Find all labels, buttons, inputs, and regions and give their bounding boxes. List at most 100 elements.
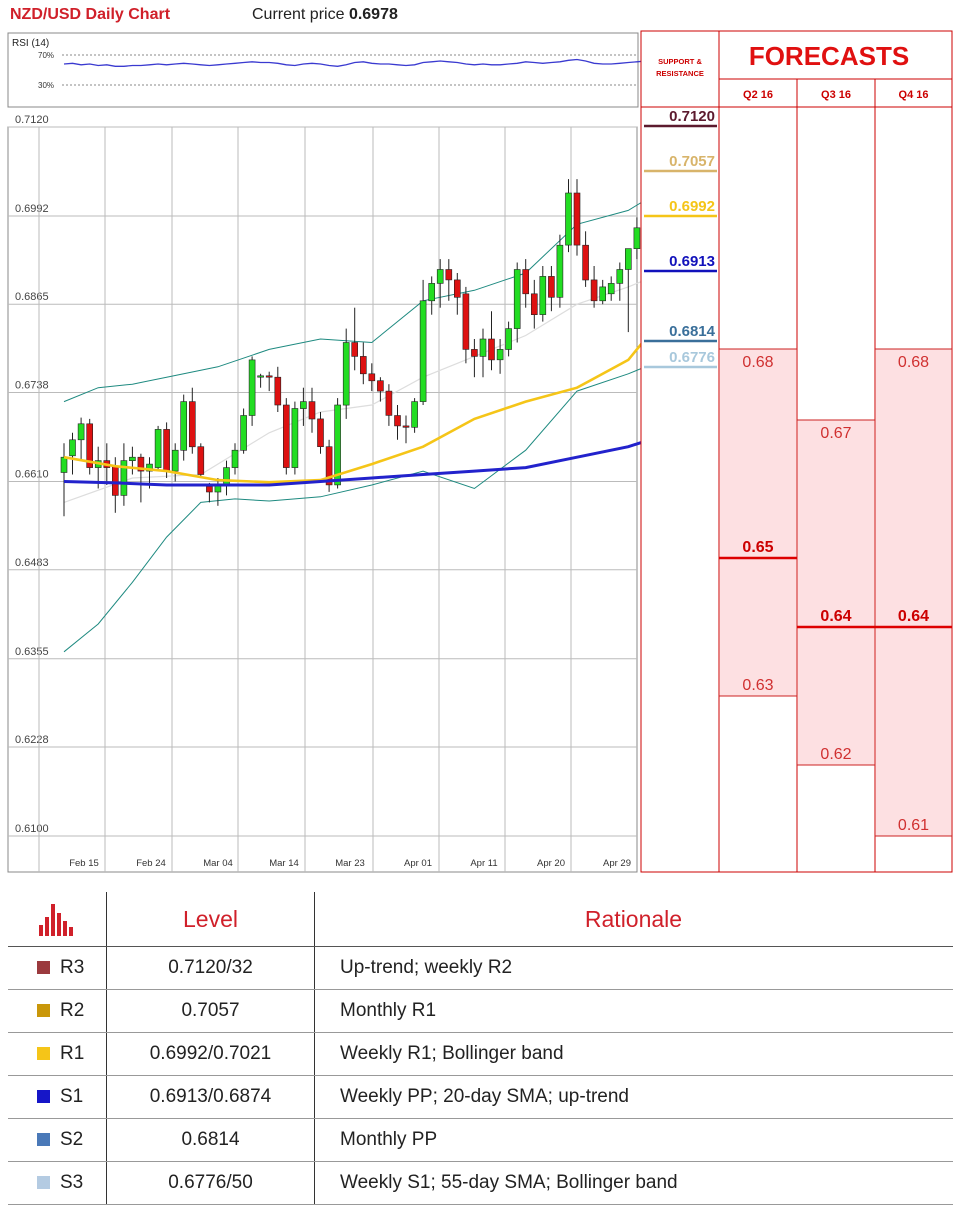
x-tick-label: Apr 11 [470, 858, 497, 869]
candle-up [257, 375, 264, 378]
candle-down [197, 446, 205, 475]
level-name-cell: S3 [8, 1161, 107, 1205]
candle-down [530, 293, 538, 315]
levels-table-body: R3 0.7120/32 Up-trend; weekly R2 R2 0.7057 Mo… [8, 946, 953, 1205]
level-color-swatch [37, 961, 50, 974]
level-name: S3 [60, 1172, 84, 1193]
level-name-cell: R2 [8, 989, 107, 1033]
sr-level-label: 0.6814 [669, 323, 716, 340]
rsi-30-label: 30% [38, 81, 54, 90]
y-tick-label: 0.6865 [15, 291, 49, 303]
level-name-cell: R3 [8, 946, 107, 990]
candle-up [231, 449, 239, 468]
x-tick-label: Apr 20 [537, 858, 565, 869]
y-tick-label: 0.6738 [15, 380, 49, 392]
levels-table: Level Rationale R3 0.7120/32 Up-trend; wee… [8, 892, 953, 1205]
candle-down [282, 404, 290, 468]
level-color-swatch [37, 1176, 50, 1189]
level-name-cell: S2 [8, 1118, 107, 1162]
sr-header-line2: RESISTANCE [656, 69, 704, 78]
candle-up [419, 300, 427, 402]
candle-up [223, 467, 230, 486]
forecast-low-label: 0.63 [742, 677, 773, 694]
bollinger-lower-line [63, 366, 646, 653]
candle-down [462, 293, 470, 350]
candle-up [129, 456, 136, 462]
level-rationale: Monthly R1 [314, 989, 953, 1033]
candle-down [488, 338, 495, 361]
level-value: 0.6814 [106, 1118, 315, 1162]
x-tick-label: Mar 14 [269, 858, 299, 869]
candle-down [359, 356, 367, 375]
level-color-swatch [37, 1004, 50, 1017]
candle-up [291, 408, 299, 468]
candle-down [86, 423, 93, 468]
y-tick-label: 0.7120 [15, 114, 49, 126]
level-value: 0.7057 [106, 989, 315, 1033]
candle-down [368, 373, 376, 382]
rsi-70-label: 70% [38, 51, 54, 60]
sr-level-label: 0.6776 [669, 349, 715, 366]
forecast-column-header: Q2 16 [743, 89, 773, 101]
y-tick-label: 0.6992 [15, 203, 49, 215]
level-rationale: Monthly PP [314, 1118, 953, 1162]
candle-up [342, 342, 350, 406]
level-name-cell: S1 [8, 1075, 107, 1119]
candle-up [146, 463, 153, 472]
candle-up [479, 338, 487, 357]
candle-down [274, 376, 282, 406]
candle-down [317, 418, 324, 447]
chart-title: NZD/USD Daily Chart [10, 6, 171, 23]
level-row-s2: S2 0.6814 Monthly PP [8, 1118, 953, 1162]
rationale-header: Rationale [314, 892, 953, 947]
candle-up [300, 401, 307, 409]
candle-down [590, 279, 598, 302]
forecast-range [876, 349, 951, 836]
rsi-label: RSI (14) [12, 38, 49, 49]
level-name: S2 [60, 1129, 84, 1150]
candle-down [325, 446, 333, 486]
forecast-high-label: 0.68 [898, 354, 929, 371]
candle-down [453, 279, 461, 298]
candle-down [582, 244, 589, 281]
level-rationale: Up-trend; weekly R2 [314, 946, 953, 990]
candle-up [633, 227, 641, 250]
candle-up [171, 449, 179, 472]
rsi-line [63, 58, 646, 67]
sma-yellow-line [63, 338, 647, 484]
y-tick-label: 0.6228 [15, 734, 49, 746]
current-price: Current price 0.6978 [252, 6, 398, 24]
candle-down [394, 415, 401, 427]
candle-up [616, 269, 624, 284]
x-tick-label: Mar 04 [203, 858, 233, 869]
candle-down [308, 401, 316, 420]
level-value: 0.6913/0.6874 [106, 1075, 315, 1119]
x-tick-label: Apr 01 [404, 858, 432, 869]
candle-up [240, 415, 247, 451]
candle-down [351, 342, 359, 357]
forecast-high-label: 0.67 [820, 425, 851, 442]
current-price-label: Current price [252, 6, 345, 23]
candle-up [120, 460, 128, 496]
level-value: 0.7120/32 [106, 946, 315, 990]
x-tick-label: Mar 23 [335, 858, 365, 869]
candle-up [154, 429, 162, 468]
current-price-value: 0.6978 [348, 6, 398, 23]
price-panel [7, 126, 638, 873]
sr-level-label: 0.7057 [669, 153, 715, 170]
nzdusd-chart: 0.7120 0.6992 0.6865 0.6738 0.6610 0.6483 0.63… [7, 30, 953, 873]
forecast-low-label: 0.61 [898, 817, 929, 834]
candle-up [556, 244, 564, 298]
sr-header-line1: SUPPORT & [658, 57, 702, 66]
y-tick-label: 0.6610 [15, 469, 49, 481]
candle-down [265, 375, 273, 378]
x-tick-label: Feb 15 [69, 858, 99, 869]
candle-down [385, 390, 393, 416]
candle-up [428, 283, 436, 302]
bar-chart-icon [8, 892, 107, 947]
candle-up [513, 269, 521, 329]
level-name-cell: R1 [8, 1032, 107, 1076]
forecast-mid-label: 0.64 [820, 608, 851, 625]
candle-down [189, 401, 196, 448]
candle-down [522, 269, 530, 295]
